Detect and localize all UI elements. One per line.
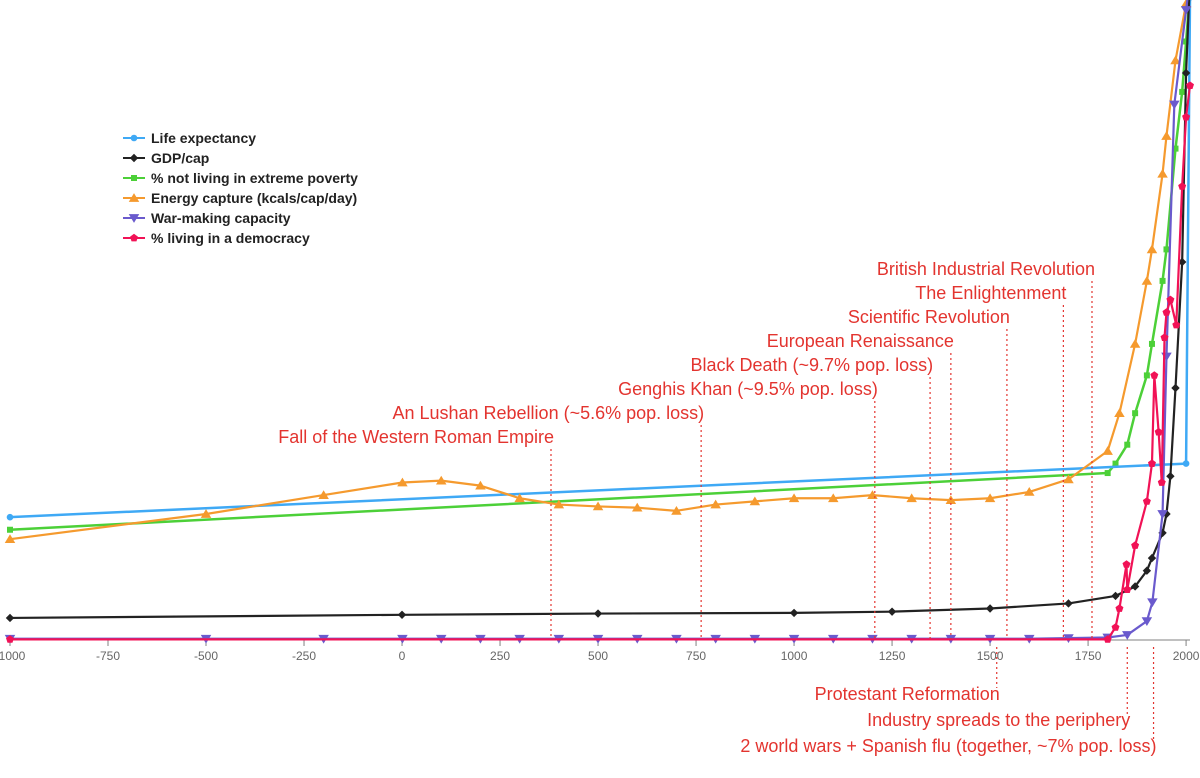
legend-swatch xyxy=(123,217,145,219)
legend-item-war: War-making capacity xyxy=(123,208,358,228)
legend-label: GDP/cap xyxy=(151,150,209,166)
legend-swatch xyxy=(123,177,145,179)
legend-label: Energy capture (kcals/cap/day) xyxy=(151,190,357,206)
annotation-label: An Lushan Rebellion (~5.6% pop. loss) xyxy=(392,403,704,424)
legend-label: War-making capacity xyxy=(151,210,291,226)
x-tick-label: 1000 xyxy=(781,649,808,663)
annotation-label: Protestant Reformation xyxy=(815,684,1000,705)
x-tick-label: -500 xyxy=(194,649,218,663)
legend-swatch xyxy=(123,157,145,159)
legend-swatch xyxy=(123,237,145,239)
x-tick-label: -250 xyxy=(292,649,316,663)
annotation-label: Black Death (~9.7% pop. loss) xyxy=(690,355,933,376)
annotation-label: Industry spreads to the periphery xyxy=(867,710,1130,731)
legend-label: % living in a democracy xyxy=(151,230,310,246)
annotation-label: British Industrial Revolution xyxy=(877,259,1095,280)
annotation-label: 2 world wars + Spanish flu (together, ~7… xyxy=(740,736,1156,757)
legend-item-pov: % not living in extreme poverty xyxy=(123,168,358,188)
series-war xyxy=(5,0,1196,644)
x-tick-label: -1000 xyxy=(0,649,26,663)
legend: Life expectancy GDP/cap % not living in ex… xyxy=(123,128,358,248)
annotation-label: Fall of the Western Roman Empire xyxy=(278,427,554,448)
x-tick-label: 1500 xyxy=(977,649,1004,663)
x-tick-label: 0 xyxy=(399,649,406,663)
legend-label: % not living in extreme poverty xyxy=(151,170,358,186)
x-tick-label: 500 xyxy=(588,649,608,663)
x-tick-label: 250 xyxy=(490,649,510,663)
annotation-label: European Renaissance xyxy=(767,331,954,352)
legend-swatch xyxy=(123,197,145,199)
series-line-gdp xyxy=(10,0,1190,618)
legend-item-energy: Energy capture (kcals/cap/day) xyxy=(123,188,358,208)
chart-svg: -1000 -750 -500 -250 0 250 500 750 1000 1250 1500 1… xyxy=(0,0,1200,778)
x-tick-label: -750 xyxy=(96,649,120,663)
legend-item-dem: % living in a democracy xyxy=(123,228,358,248)
legend-swatch xyxy=(123,137,145,139)
annotation-label: The Enlightenment xyxy=(915,283,1066,304)
x-tick-label: 1750 xyxy=(1075,649,1102,663)
x-tick-label: 750 xyxy=(686,649,706,663)
series-line-war xyxy=(10,0,1190,639)
series-gdp xyxy=(6,0,1194,622)
legend-label: Life expectancy xyxy=(151,130,256,146)
legend-item-gdp: GDP/cap xyxy=(123,148,358,168)
annotation-label: Scientific Revolution xyxy=(848,307,1010,328)
annotation-label: Genghis Khan (~9.5% pop. loss) xyxy=(618,379,878,400)
x-tick-label: 1250 xyxy=(879,649,906,663)
x-tick-label: 2000 xyxy=(1173,649,1200,663)
legend-item-life: Life expectancy xyxy=(123,128,358,148)
history-hockey-stick-chart: -1000 -750 -500 -250 0 250 500 750 1000 1250 1500 1… xyxy=(0,0,1200,778)
